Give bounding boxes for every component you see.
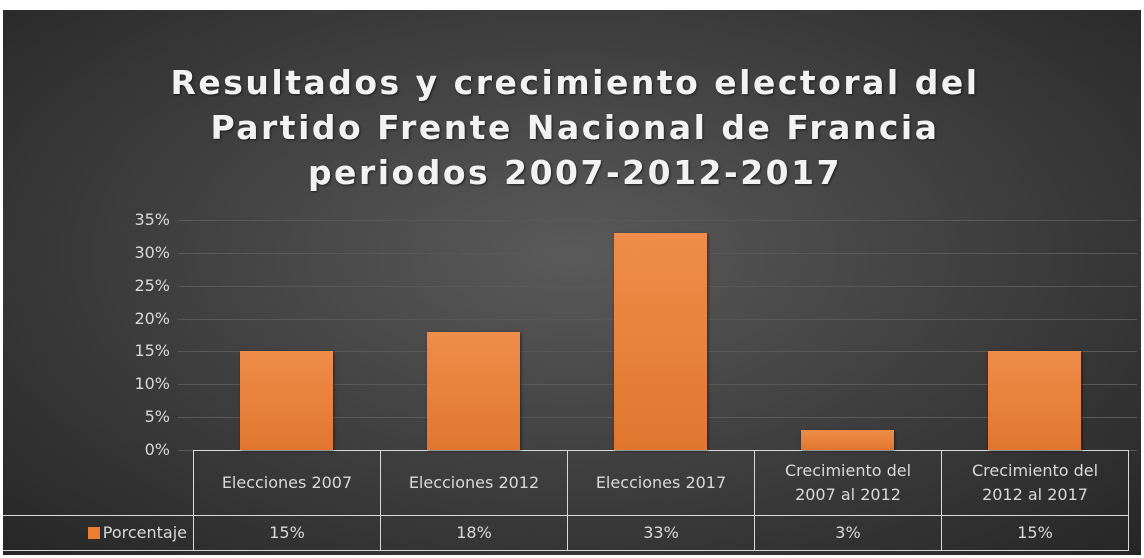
y-tick-label: 0% (144, 440, 170, 459)
category-text: Crecimiento del 2007 al 2012 (784, 461, 912, 504)
data-label: 15% (941, 515, 1129, 551)
legend-label: Porcentaje (102, 523, 187, 542)
y-tick-label: 15% (134, 341, 170, 361)
x-tick-label: Elecciones 2012 (380, 450, 568, 516)
x-tick-label: Crecimiento del 2012 al 2017 (941, 450, 1129, 516)
data-label: 15% (193, 515, 381, 551)
category-text: Elecciones 2012 (408, 473, 540, 492)
y-tick-label: 25% (134, 275, 170, 295)
chart: Resultados y crecimiento electoral del P… (3, 10, 1141, 555)
y-tick-label: 30% (134, 242, 170, 262)
category-text: Elecciones 2007 (221, 473, 353, 492)
y-tick-label: 5% (144, 407, 170, 427)
x-tick-label: Elecciones 2007 (193, 450, 381, 516)
bar (987, 351, 1082, 450)
y-tick-label: 10% (134, 374, 170, 394)
y-tick-label: 20% (134, 308, 170, 328)
y-tick-label: 35% (134, 210, 170, 229)
data-label: 18% (380, 515, 568, 551)
x-tick-label: Elecciones 2017 (567, 450, 755, 516)
legend-entry: Porcentaje (3, 515, 194, 551)
bar (613, 233, 708, 450)
x-tick-label: Crecimiento del 2007 al 2012 (754, 450, 942, 516)
bar (426, 331, 521, 450)
category-text: Crecimiento del 2012 al 2017 (971, 461, 1099, 504)
legend-swatch (87, 527, 100, 539)
bar (239, 351, 334, 450)
category-text: Elecciones 2017 (595, 473, 727, 492)
chart-title: Resultados y crecimiento electoral del P… (170, 63, 980, 192)
bar (800, 430, 895, 450)
data-label: 33% (567, 515, 755, 551)
data-label: 3% (754, 515, 942, 551)
grid-line (178, 220, 1137, 221)
